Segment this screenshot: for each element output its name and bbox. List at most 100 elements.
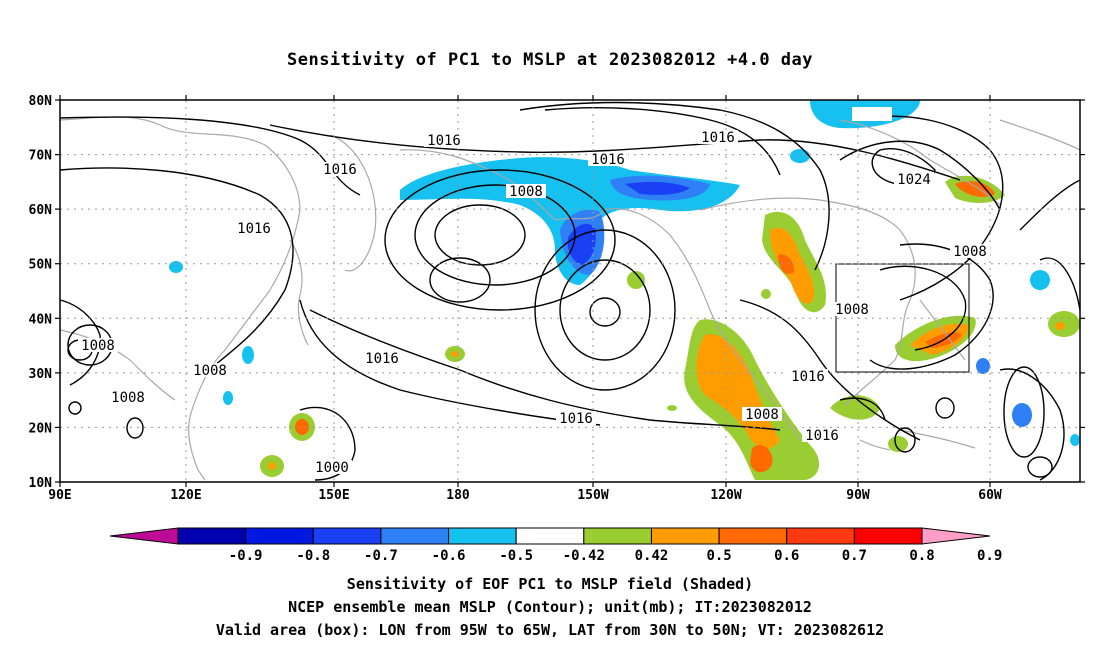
blob-blue-small-8 bbox=[1070, 434, 1080, 446]
contour-label: 1008 bbox=[953, 244, 987, 260]
colorbar-label: -0.7 bbox=[364, 548, 398, 564]
lon-label: 90W bbox=[846, 488, 870, 503]
lon-label: 120E bbox=[170, 488, 201, 503]
colorbar-label: -0.8 bbox=[296, 548, 330, 564]
colorbar-segment bbox=[177, 527, 247, 545]
blob-blue-small-5 bbox=[1012, 403, 1032, 427]
valid-area-box bbox=[835, 263, 970, 373]
contour-label: 1016 bbox=[559, 411, 593, 427]
blob-blue-small-7 bbox=[223, 391, 233, 405]
colorbar-label: -0.42 bbox=[563, 548, 605, 564]
mslp-contours bbox=[59, 101, 1081, 481]
lat-label: 30N bbox=[29, 367, 53, 382]
colorbar-segment bbox=[853, 527, 923, 545]
contour-label: 1016 bbox=[791, 369, 825, 385]
contour-label-bg bbox=[894, 172, 934, 186]
lon-label: 150E bbox=[318, 488, 349, 503]
colorbar-label: 0.42 bbox=[635, 548, 669, 564]
blob-orange-core-south bbox=[750, 445, 773, 473]
lon-label: 120W bbox=[710, 488, 741, 503]
lat-label: 40N bbox=[29, 312, 53, 327]
contour-label: 1016 bbox=[591, 152, 625, 168]
blob-orange-hawaii bbox=[451, 351, 459, 357]
latitude-labels: 80N 70N 60N 50N 40N 30N 20N 10N bbox=[29, 94, 53, 491]
blob-blue-small-1 bbox=[790, 149, 810, 163]
colorbar-segment bbox=[515, 527, 585, 545]
colorbar-segment bbox=[380, 527, 450, 545]
blob-blue-small-2 bbox=[169, 261, 183, 273]
blob-green-small-766 bbox=[761, 289, 771, 299]
contour-label-bg bbox=[802, 428, 842, 442]
colorbar-label: -0.9 bbox=[229, 548, 263, 564]
blob-green-caribbean bbox=[830, 395, 880, 420]
map-frame bbox=[59, 99, 1081, 483]
colorbar-label: 0.7 bbox=[842, 548, 867, 564]
contour-label: 1016 bbox=[701, 130, 735, 146]
blob-blue-gulf-core bbox=[625, 181, 690, 195]
contour-label-bg bbox=[506, 184, 546, 198]
blob-green-carib-2 bbox=[888, 436, 908, 452]
colorbar-segment bbox=[245, 527, 314, 545]
contour-label: 1008 bbox=[81, 338, 115, 354]
contour-label: 1008 bbox=[193, 363, 227, 379]
colorbar-segment bbox=[718, 527, 788, 545]
lat-label: 20N bbox=[29, 421, 53, 436]
contour-label-bg bbox=[742, 407, 782, 421]
lat-label: 50N bbox=[29, 258, 53, 273]
lat-label: 70N bbox=[29, 149, 53, 164]
lat-label: 10N bbox=[29, 476, 53, 491]
colorbar-label: -0.6 bbox=[432, 548, 466, 564]
contour-label: 1016 bbox=[323, 162, 357, 178]
blob-orange-w-pac-2 bbox=[268, 462, 276, 470]
blob-green-small-672 bbox=[667, 405, 677, 411]
caption-line-2: NCEP ensemble mean MSLP (Contour); unit(… bbox=[288, 598, 812, 616]
blob-red-canada bbox=[778, 254, 795, 275]
colorbar-label: 0.9 bbox=[977, 548, 1002, 564]
colorbar-segment bbox=[583, 527, 652, 545]
blob-blue-small-4 bbox=[1030, 270, 1050, 290]
colorbar-label: 0.8 bbox=[909, 548, 934, 564]
contour-label-bg bbox=[320, 162, 360, 176]
contour-label: 1000 bbox=[315, 460, 349, 476]
contour-label-bg bbox=[852, 107, 892, 121]
contour-label-bg bbox=[950, 244, 990, 258]
colorbar-label: 0.5 bbox=[706, 548, 731, 564]
contour-label: 1008 bbox=[509, 184, 543, 200]
lon-label: 150W bbox=[577, 488, 608, 503]
colorbar-low-triangle bbox=[109, 527, 179, 545]
contour-label-bg bbox=[362, 351, 402, 365]
blob-orange-w-pac-1 bbox=[295, 419, 309, 435]
coastlines bbox=[59, 116, 1081, 481]
contour-label-bg bbox=[312, 460, 352, 474]
lat-label: 80N bbox=[29, 94, 53, 109]
blob-orange-atl-east bbox=[1055, 322, 1065, 330]
contour-label-bg bbox=[234, 221, 274, 235]
contour-label-bg bbox=[556, 411, 596, 425]
contour-label: 1008 bbox=[835, 302, 869, 318]
colorbar-label: -0.5 bbox=[499, 548, 533, 564]
contour-label: 1008 bbox=[111, 390, 145, 406]
contour-labels: 1016 1016 1016 1016 1016 1016 1016 1016 1016 1008… bbox=[78, 107, 990, 476]
colorbar-segment bbox=[786, 527, 855, 545]
blob-blue-small-3 bbox=[242, 346, 254, 364]
contour-label-bg bbox=[698, 130, 738, 144]
colorbar-segment bbox=[448, 527, 517, 545]
axis-ticks bbox=[55, 95, 1085, 487]
lon-label: 180 bbox=[446, 488, 470, 503]
colorbar-segment bbox=[650, 527, 720, 545]
colorbar-segment bbox=[312, 527, 382, 545]
contour-label: 1016 bbox=[427, 133, 461, 149]
caption-line-1: Sensitivity of EOF PC1 to MSLP field (Sh… bbox=[346, 575, 754, 593]
map-title: Sensitivity of PC1 to MSLP at 2023082012… bbox=[286, 50, 813, 70]
colorbar: -0.9 -0.8 -0.7 -0.6 -0.5 -0.42 0.42 0.5 0.6 0.7 0.… bbox=[109, 527, 1002, 564]
colorbar-label: 0.6 bbox=[774, 548, 799, 564]
blob-blue-small-6 bbox=[976, 358, 990, 374]
longitude-labels: 90E 120E 150E 180 150W 120W 90W 60W bbox=[48, 488, 1002, 503]
lon-label: 90E bbox=[48, 488, 71, 503]
contour-label-bg bbox=[78, 338, 118, 352]
contour-label: 1016 bbox=[805, 428, 839, 444]
caption-line-3: Valid area (box): LON from 95W to 65W, L… bbox=[215, 621, 885, 639]
contour-label: 1016 bbox=[365, 351, 399, 367]
